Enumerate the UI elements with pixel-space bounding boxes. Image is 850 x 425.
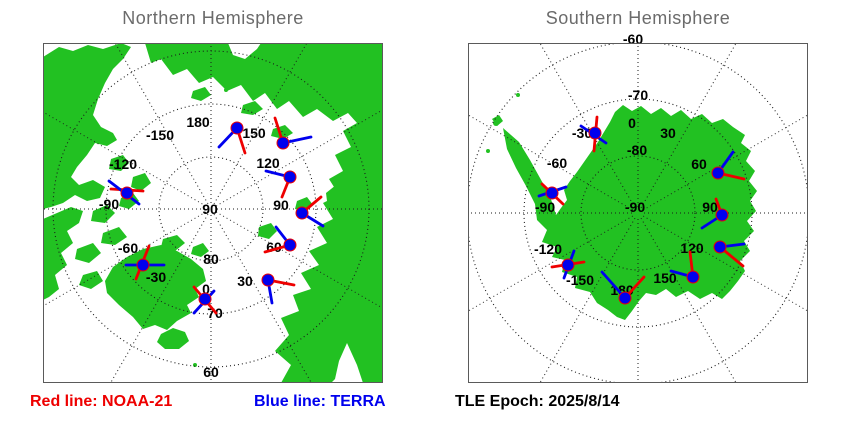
grid-label: -90 [535,199,555,215]
legend-tle-epoch: TLE Epoch: 2025/8/14 [455,393,620,410]
grid-label: 30 [660,125,676,141]
landmass [131,173,151,191]
legend-terra: Blue line: TERRA [254,393,386,410]
grid-label: -150 [566,272,594,288]
grid-label: -80 [627,142,647,158]
satellite-marker [618,291,632,305]
landmass [145,43,383,383]
latitude-circle [580,155,696,271]
grid-label: 80 [203,251,219,267]
grid-label: 0 [628,115,636,131]
northern-hemisphere-map: 180-150-120-90-60-300 3060901201509080706… [43,43,383,383]
grid-label: 0 [202,281,210,297]
grid-label: 150 [653,270,677,286]
landmass [79,271,103,289]
landmass [258,223,277,239]
satellite-marker [686,270,700,284]
grid-label: 60 [203,364,219,380]
satellite-marker [561,258,575,272]
north-map-title: Northern Hemisphere [122,8,304,28]
grid-label: -60 [623,31,643,47]
satellite-marker [283,170,297,184]
satellite-marker [588,126,602,140]
satellite-marker [198,292,212,306]
landmass [43,43,131,209]
grid-label: 90 [273,197,289,213]
legend-noaa21: Red line: NOAA-21 [30,393,173,410]
satellite-marker [715,208,729,222]
southern-hemisphere-map: -60-70-80-900306090120150180-150-120-90-… [468,31,808,383]
satellite-marker [711,166,725,180]
landmass [241,101,263,115]
satellite-marker [276,136,290,150]
map-frame [468,43,808,383]
satellite-marker [545,186,559,200]
satellite-marker [136,258,150,272]
south-map-title: Southern Hemisphere [545,8,731,28]
grid-label: 120 [680,240,704,256]
satellite-marker [283,238,297,252]
grid-label: 60 [691,156,707,172]
landmass [157,328,189,349]
satellite-marker [713,240,727,254]
grid-label: -150 [146,127,174,143]
landmass [75,243,101,263]
grid-label: -60 [118,240,138,256]
grid-label: 30 [237,273,253,289]
grid-label: 150 [242,125,266,141]
grid-label: -70 [628,87,648,103]
satellite-marker [261,273,275,287]
map-frame [43,43,383,383]
grid-label: -90 [99,196,119,212]
satellite-marker [295,206,309,220]
grid-label: 180 [186,114,210,130]
satellite-marker [120,186,134,200]
grid-label: -120 [534,241,562,257]
landmass [161,235,185,251]
grid-label: -90 [625,199,645,215]
grid-label: 120 [256,155,280,171]
grid-label: -60 [547,155,567,171]
landmass [326,185,343,203]
grid-label: -30 [146,269,166,285]
grid-label: -120 [109,156,137,172]
landmass [43,207,83,300]
latitude-circle [105,103,317,315]
landmass [191,243,209,257]
grid-label: 90 [702,199,718,215]
landmass [101,227,127,245]
landmass [191,87,211,101]
satellite-marker [230,121,244,135]
landmass [109,155,129,171]
latitude-circle [158,156,264,262]
grid-label: 90 [202,201,218,217]
